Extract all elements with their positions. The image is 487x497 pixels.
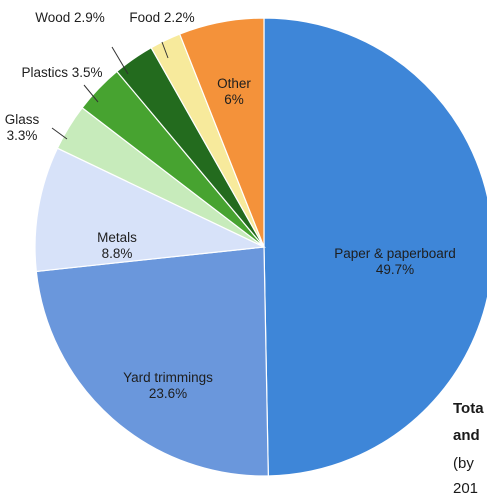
slice-label: Paper & paperboard 49.7% bbox=[334, 246, 456, 277]
slice-label: Plastics 3.5% bbox=[21, 65, 102, 80]
slice-label: Metals 8.8% bbox=[97, 230, 137, 261]
pie-slice-metals bbox=[34, 147, 267, 273]
pie-slice-other bbox=[178, 17, 265, 248]
slice-label: Yard trimmings 23.6% bbox=[123, 370, 213, 401]
slice-label: Other 6% bbox=[217, 76, 251, 107]
leader-lines bbox=[51, 41, 169, 140]
caption-line-1: Tota bbox=[453, 400, 484, 417]
slice-labels: Paper & paperboard 49.7% Yard trimmings 23.… bbox=[5, 10, 456, 401]
leader-line bbox=[161, 41, 169, 59]
leader-line bbox=[83, 84, 99, 103]
pie-slices bbox=[34, 17, 487, 477]
pie-slice-yard-trimmings bbox=[35, 246, 269, 477]
leader-line bbox=[51, 127, 68, 140]
slice-label: Food 2.2% bbox=[129, 10, 194, 25]
pie-slice-paper-paperboard bbox=[263, 17, 487, 477]
slice-label: Wood 2.9% bbox=[35, 10, 105, 25]
caption-line-4: 201 bbox=[453, 480, 479, 497]
slice-label: Glass 3.3% bbox=[5, 112, 40, 143]
caption-line-2: and bbox=[453, 427, 480, 444]
leader-line bbox=[111, 46, 129, 75]
caption-line-3: (by bbox=[453, 455, 474, 472]
